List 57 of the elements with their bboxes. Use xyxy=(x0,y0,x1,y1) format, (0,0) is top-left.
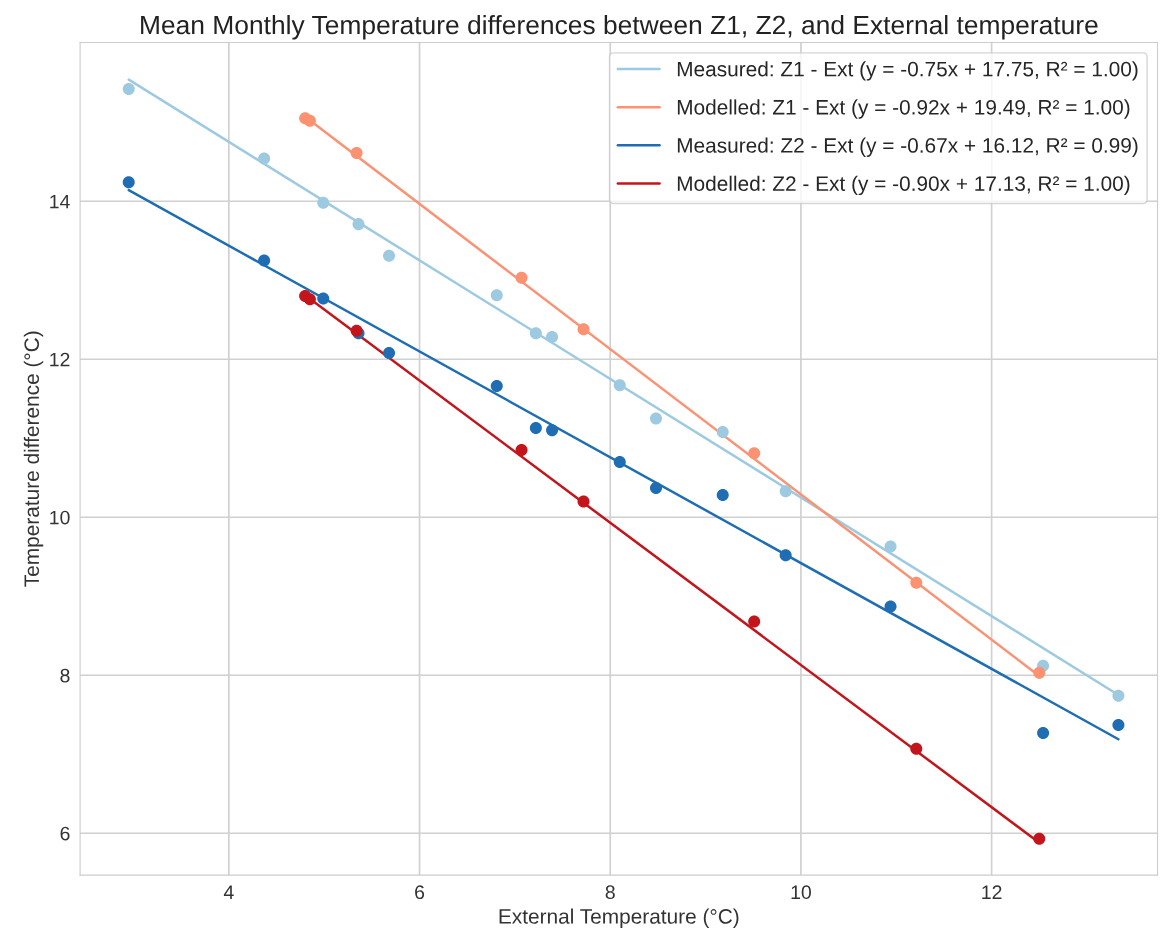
x-tick-label: 12 xyxy=(982,885,1002,899)
point xyxy=(910,576,923,589)
x-tick-label: 6 xyxy=(415,885,425,900)
point xyxy=(529,327,542,340)
point xyxy=(490,380,503,393)
point xyxy=(716,425,729,438)
x-tick-label: 8 xyxy=(605,885,615,900)
legend-label: Measured: Z2 - Ext (y = -0.67x + 16.12, R² = 0.99) xyxy=(677,137,1138,157)
legend-label: Measured: Z1 - Ext (y = -0.75x + 17.75, R² = 1.00) xyxy=(677,61,1138,81)
point xyxy=(350,147,363,160)
y-tick-label: 6 xyxy=(60,826,70,841)
legend-label: Modelled: Z2 - Ext (y = -0.90x + 17.13, R² = 1.00) xyxy=(677,175,1130,196)
y-tick-label: 12 xyxy=(50,352,70,367)
point xyxy=(546,424,559,437)
legend-label: Modelled: Z1 - Ext (y = -0.92x + 19.49, R² = 1.00) xyxy=(677,99,1130,119)
point xyxy=(383,346,396,359)
point xyxy=(529,421,542,434)
point xyxy=(122,83,135,96)
point xyxy=(884,540,897,553)
y-axis-title: Temperature difference (°C) xyxy=(23,331,44,587)
point xyxy=(1112,718,1125,732)
point xyxy=(649,412,663,425)
point xyxy=(1112,689,1125,702)
point xyxy=(649,481,663,495)
y-tick-label: 10 xyxy=(50,510,70,525)
point xyxy=(748,615,761,628)
point xyxy=(779,549,792,562)
point xyxy=(884,600,897,613)
chart-title: Mean Monthly Temperature differences between Z1, Z2, and External temperature xyxy=(141,14,1098,40)
y-tick-label: 14 xyxy=(50,194,70,209)
point xyxy=(577,323,590,336)
point xyxy=(258,152,271,165)
point xyxy=(303,293,316,306)
point xyxy=(317,196,330,209)
point xyxy=(1037,726,1050,739)
point xyxy=(317,292,330,305)
point xyxy=(1033,666,1046,679)
point xyxy=(779,485,792,498)
point xyxy=(515,444,528,457)
x-tick-label: 4 xyxy=(223,885,234,899)
point xyxy=(490,289,503,302)
point xyxy=(613,455,626,468)
point xyxy=(122,176,135,189)
x-tick-label: 10 xyxy=(791,885,811,900)
x-axis-title: External Temperature (°C) xyxy=(499,908,739,928)
point xyxy=(577,495,590,508)
y-tick-label: 8 xyxy=(60,668,70,683)
point xyxy=(546,331,559,344)
point xyxy=(258,254,271,267)
point xyxy=(910,742,923,755)
point xyxy=(1033,832,1046,845)
point xyxy=(748,447,761,460)
point xyxy=(613,379,626,392)
point xyxy=(352,218,365,231)
point xyxy=(716,489,729,502)
point xyxy=(383,249,396,262)
point xyxy=(515,271,528,284)
